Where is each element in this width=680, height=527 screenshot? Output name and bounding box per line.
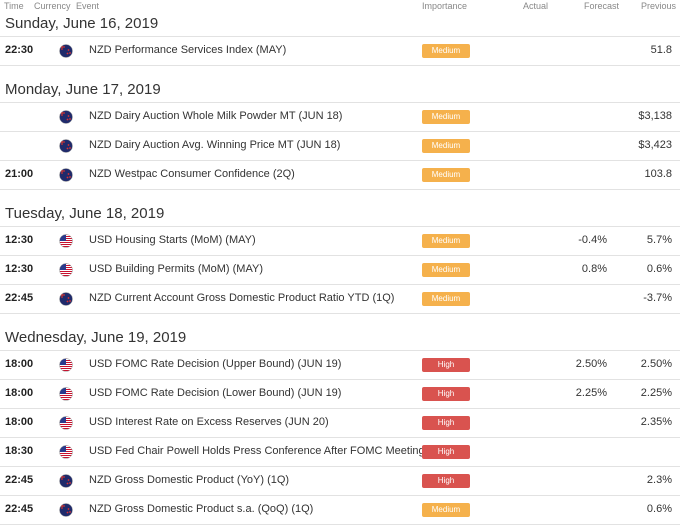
- event-row: [0, 37, 680, 66]
- event-time: 18:00: [5, 416, 34, 428]
- row-divider: [0, 36, 680, 37]
- importance-badge: Medium: [422, 263, 470, 277]
- importance-badge: High: [422, 474, 470, 488]
- event-time: 21:00: [5, 168, 34, 180]
- flag-icon: [59, 234, 73, 248]
- event-row: [0, 467, 680, 496]
- row-divider: [0, 102, 680, 103]
- forecast-value: 0.8%: [581, 263, 607, 275]
- flag-icon: [59, 445, 73, 459]
- forecast-value: -0.4%: [578, 234, 607, 246]
- event-row: [0, 132, 680, 161]
- previous-value: $3,423: [638, 139, 672, 151]
- event-time: 12:30: [5, 263, 34, 275]
- event-row: [0, 438, 680, 467]
- event-row: [0, 103, 680, 132]
- forecast-value: 2.50%: [575, 358, 607, 370]
- column-header: Importance: [422, 1, 468, 11]
- event-row: [0, 161, 680, 190]
- day-heading: Sunday, June 16, 2019: [5, 15, 159, 32]
- event-name: USD Housing Starts (MoM) (MAY): [89, 234, 256, 246]
- previous-value: 51.8: [650, 44, 672, 56]
- column-header: Previous: [641, 1, 677, 11]
- importance-badge: High: [422, 387, 470, 401]
- previous-value: 2.25%: [640, 387, 672, 399]
- flag-icon: [59, 416, 73, 430]
- event-time: 22:45: [5, 292, 34, 304]
- event-time: 22:45: [5, 503, 34, 515]
- previous-value: 103.8: [644, 168, 672, 180]
- forecast-value: 2.25%: [575, 387, 607, 399]
- flag-icon: [59, 263, 73, 277]
- event-name: NZD Gross Domestic Product (YoY) (1Q): [89, 474, 290, 486]
- event-row: [0, 227, 680, 256]
- event-row: [0, 496, 680, 525]
- flag-icon: [59, 474, 73, 488]
- previous-value: 0.6%: [646, 503, 672, 515]
- day-heading: Wednesday, June 19, 2019: [5, 329, 187, 346]
- previous-value: 5.7%: [646, 234, 672, 246]
- importance-badge: Medium: [422, 234, 470, 248]
- flag-icon: [59, 358, 73, 372]
- flag-icon: [59, 292, 73, 306]
- event-time: 18:00: [5, 358, 34, 370]
- previous-value: 2.35%: [640, 416, 672, 428]
- event-name: USD Interest Rate on Excess Reserves (JU…: [89, 416, 329, 428]
- column-header: Event: [76, 1, 100, 11]
- event-row: [0, 351, 680, 380]
- importance-badge: High: [422, 445, 470, 459]
- importance-badge: Medium: [422, 168, 470, 182]
- day-heading: Tuesday, June 18, 2019: [5, 205, 165, 222]
- flag-icon: [59, 44, 73, 58]
- importance-badge: High: [422, 358, 470, 372]
- importance-badge: Medium: [422, 139, 470, 153]
- event-time: 22:30: [5, 44, 34, 56]
- flag-icon: [59, 139, 73, 153]
- event-name: NZD Performance Services Index (MAY): [89, 44, 287, 56]
- flag-icon: [59, 503, 73, 517]
- previous-value: 2.3%: [646, 474, 672, 486]
- row-divider: [0, 350, 680, 351]
- event-row: [0, 409, 680, 438]
- column-header: Forecast: [584, 1, 620, 11]
- event-row: [0, 285, 680, 314]
- day-heading: Monday, June 17, 2019: [5, 81, 161, 98]
- flag-icon: [59, 110, 73, 124]
- event-name: NZD Dairy Auction Avg. Winning Price MT …: [89, 139, 341, 151]
- previous-value: -3.7%: [643, 292, 672, 304]
- event-row: [0, 380, 680, 409]
- event-name: NZD Gross Domestic Product s.a. (QoQ) (1…: [89, 503, 314, 515]
- column-header: Currency: [34, 1, 71, 11]
- event-name: USD Fed Chair Powell Holds Press Confere…: [89, 445, 425, 457]
- event-time: 12:30: [5, 234, 34, 246]
- flag-icon: [59, 168, 73, 182]
- importance-badge: Medium: [422, 44, 470, 58]
- importance-badge: High: [422, 416, 470, 430]
- previous-value: 2.50%: [640, 358, 672, 370]
- column-header: Actual: [523, 1, 549, 11]
- event-name: USD FOMC Rate Decision (Lower Bound) (JU…: [89, 387, 342, 399]
- column-header: Time: [4, 1, 24, 11]
- event-name: NZD Dairy Auction Whole Milk Powder MT (…: [89, 110, 343, 122]
- event-name: NZD Current Account Gross Domestic Produ…: [89, 292, 395, 304]
- event-name: NZD Westpac Consumer Confidence (2Q): [89, 168, 295, 180]
- row-divider: [0, 226, 680, 227]
- importance-badge: Medium: [422, 503, 470, 517]
- event-time: 22:45: [5, 474, 34, 486]
- importance-badge: Medium: [422, 110, 470, 124]
- event-name: USD FOMC Rate Decision (Upper Bound) (JU…: [89, 358, 342, 370]
- event-time: 18:30: [5, 445, 34, 457]
- event-name: USD Building Permits (MoM) (MAY): [89, 263, 263, 275]
- previous-value: 0.6%: [646, 263, 672, 275]
- previous-value: $3,138: [638, 110, 672, 122]
- event-time: 18:00: [5, 387, 34, 399]
- event-row: [0, 256, 680, 285]
- flag-icon: [59, 387, 73, 401]
- importance-badge: Medium: [422, 292, 470, 306]
